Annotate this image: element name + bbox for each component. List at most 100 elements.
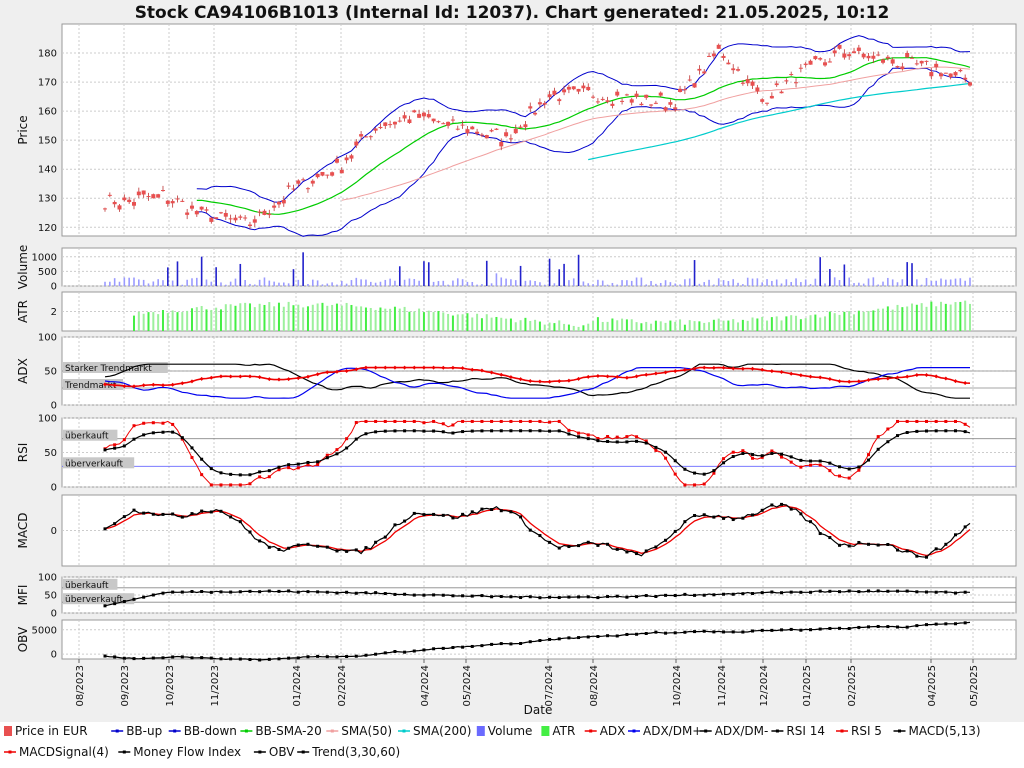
legend-item: OBV	[253, 745, 295, 759]
macd-point	[847, 544, 851, 548]
obv-point	[760, 628, 764, 632]
obv-point	[954, 622, 958, 626]
volume-bar	[282, 282, 285, 286]
legend-item: BB-SMA-20	[240, 724, 322, 738]
rsi5-point	[867, 453, 871, 457]
adx-point	[605, 374, 610, 379]
atr-bar	[819, 317, 822, 331]
adx-point	[441, 365, 446, 370]
rsi14-point	[838, 465, 842, 469]
volume-bar	[336, 284, 338, 286]
volume-bar	[413, 278, 416, 286]
rsi5-point	[751, 456, 755, 460]
macd-point	[731, 518, 735, 522]
obv-point	[741, 630, 745, 634]
price-candle	[146, 196, 151, 198]
rsi5-point	[374, 419, 378, 423]
price-candle	[446, 121, 451, 126]
rsi14-point	[635, 439, 639, 443]
price-candle	[247, 224, 252, 227]
mfi-point	[809, 590, 813, 594]
atr-bar	[137, 311, 140, 331]
legend-label: Money Flow Index	[133, 745, 241, 759]
adx-point	[334, 369, 339, 374]
macd-point	[828, 536, 832, 540]
obv-point	[499, 642, 503, 646]
price-candle	[639, 103, 644, 106]
rsi5-point	[577, 431, 581, 435]
legend-label: RSI 5	[851, 724, 882, 738]
obv-point	[538, 639, 542, 643]
macd-point	[770, 503, 774, 507]
volume-bar	[167, 267, 169, 286]
mfi-point	[606, 595, 610, 599]
volume-bar	[225, 284, 227, 286]
price-candle	[571, 86, 576, 90]
adx-point	[180, 381, 185, 386]
price-candle	[310, 180, 315, 184]
price-candle	[460, 124, 465, 126]
volume-bar	[548, 258, 551, 286]
macd-point	[673, 529, 677, 533]
volume-bar	[785, 279, 788, 286]
price-candle	[305, 188, 310, 190]
price-candle	[629, 99, 634, 103]
macd-point	[615, 547, 619, 551]
price-candle	[185, 212, 190, 215]
macd-point	[354, 548, 358, 552]
obv-point	[432, 647, 436, 651]
mfi-point	[345, 590, 349, 594]
atr-bar	[311, 304, 314, 331]
obv-point	[799, 628, 803, 632]
obv-point	[403, 650, 407, 654]
mfi-point	[374, 591, 378, 595]
mfi-y-tick-label: 0	[51, 609, 57, 620]
price-candle	[716, 44, 721, 49]
volume-bar	[471, 281, 474, 286]
obv-point	[296, 656, 300, 660]
price-candle	[856, 47, 861, 51]
adx-point	[711, 365, 716, 370]
mfi-point	[277, 589, 281, 593]
volume-bar	[249, 283, 251, 286]
obv-point	[519, 641, 523, 645]
x-tick-label: 11/2023	[210, 665, 221, 707]
atr-bar	[674, 321, 677, 331]
rsi5-point	[818, 463, 822, 467]
adx-point	[209, 375, 214, 380]
obv-point	[470, 644, 474, 648]
price-candle	[499, 142, 504, 147]
mfi-zone-label-bg	[63, 578, 118, 590]
rsi14-point	[818, 459, 822, 463]
mfi-point	[867, 589, 871, 593]
macd-point	[818, 532, 822, 536]
atr-bar	[451, 315, 454, 331]
volume-bar	[572, 278, 575, 286]
volume-bar	[954, 278, 957, 286]
adx-point	[624, 375, 629, 380]
volume-bar	[746, 277, 749, 286]
atr-bar	[833, 313, 836, 331]
adx-point	[721, 365, 726, 370]
volume-bar	[582, 281, 585, 286]
volume-bar	[128, 277, 130, 286]
obv-point	[905, 625, 909, 629]
obv-point	[287, 656, 291, 660]
atr-bar	[664, 322, 667, 331]
legend-swatch-marker	[898, 729, 901, 733]
macd-point	[180, 515, 184, 519]
price-candle	[682, 89, 687, 91]
price-candle	[228, 218, 233, 220]
price-candle	[252, 219, 257, 223]
price-candle	[769, 95, 774, 99]
price-candle	[344, 157, 349, 161]
rsi5-point	[190, 456, 194, 460]
rsi5-point	[954, 419, 958, 423]
rsi5-point	[934, 419, 938, 423]
mfi-point	[132, 597, 136, 601]
macd-point	[229, 515, 233, 519]
legend-item: Price in EUR	[4, 724, 88, 738]
volume-bar	[273, 281, 275, 286]
adx-y-tick-label: 100	[38, 333, 57, 344]
mfi-point	[383, 592, 387, 596]
